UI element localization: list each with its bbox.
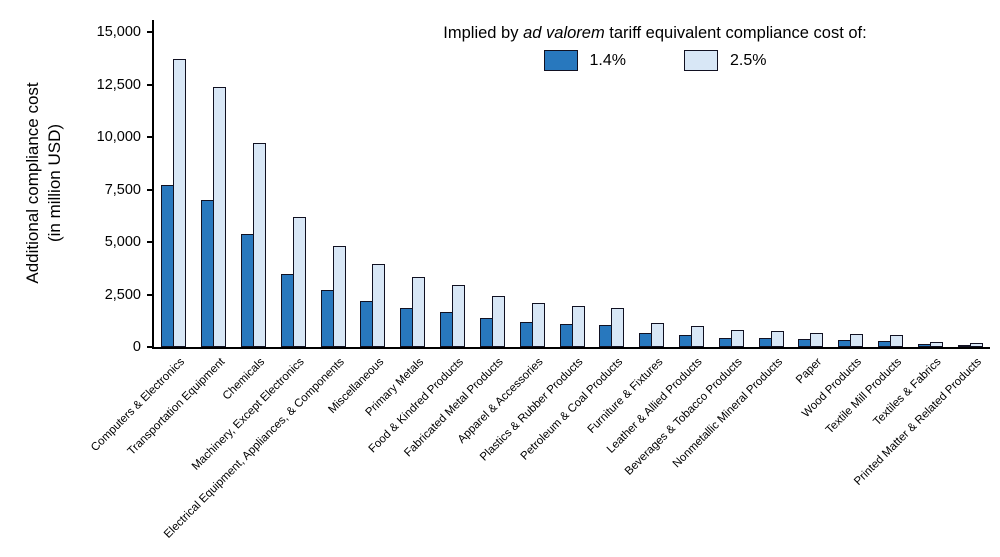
bar-2.5%	[571, 306, 585, 347]
legend-label: 2.5%	[730, 51, 767, 69]
legend-title: Implied by ad valorem tariff equivalent …	[443, 24, 866, 43]
bar-group: Wood Products	[800, 20, 871, 420]
bar-group: Computers & Electronics	[89, 20, 194, 454]
bar-2.5%	[173, 59, 187, 347]
bar-group: Textiles & Fabrics	[872, 20, 950, 428]
bar-2.5%	[332, 246, 346, 347]
y-tick-mark	[147, 83, 154, 86]
bar-2.5%	[690, 326, 704, 347]
y-tick-mark	[147, 136, 154, 138]
y-tick-label: 5,000	[104, 234, 141, 250]
bar-group: Furniture & Fixtures	[585, 20, 672, 436]
bar-group: Primary Metals	[364, 20, 433, 419]
bar-2.5%	[491, 295, 505, 347]
y-tick-mark	[147, 188, 154, 191]
y-tick-mark	[147, 31, 154, 33]
legend: Implied by ad valorem tariff equivalent …	[340, 24, 970, 71]
bar-group: Miscellaneous	[326, 20, 393, 416]
bar-2.5%	[730, 330, 744, 347]
legend-title-italic: ad valorem	[523, 24, 605, 42]
y-tick-label: 2,500	[104, 286, 141, 303]
y-tick-label: 15,000	[96, 24, 141, 40]
bar-2.5%	[372, 264, 386, 347]
plot-area: Computers & Electronics Transportation Eq…	[89, 20, 990, 541]
bar-2.5%	[611, 308, 625, 347]
y-tick-mark	[147, 346, 154, 348]
x-axis-label: Textile Mill Products	[823, 356, 905, 437]
bar-group: Plastics & Rubber Products	[478, 20, 592, 463]
bar-2.5%	[253, 143, 267, 347]
bar-group: Textile Mill Products	[824, 20, 911, 436]
bar-group: Fabricated Metal Products	[402, 20, 513, 459]
legend-title-prefix: Implied by	[443, 24, 524, 42]
bar-group: Food & Kindred Products	[367, 20, 473, 455]
bar-2.5%	[651, 322, 665, 347]
bar-2.5%	[810, 332, 824, 347]
bar-2.5%	[929, 341, 943, 347]
bar-group: Leather & Allied Products	[605, 20, 712, 456]
bar-group: Chemicals	[221, 20, 274, 402]
y-tick-mark	[147, 293, 154, 296]
y-axis-title: Additional compliance cost (in million U…	[22, 82, 66, 283]
bar-2.5%	[770, 331, 784, 347]
bar-2.5%	[452, 285, 466, 347]
legend-swatch	[684, 50, 718, 71]
bar-group: Machinery, Except Electronics	[190, 20, 313, 473]
legend-item: 1.4%	[543, 50, 626, 71]
y-tick-mark	[147, 241, 154, 243]
legend-swatch	[543, 50, 578, 71]
x-axis-label: Paper	[794, 356, 825, 387]
bar-group: Paper	[791, 20, 831, 386]
bar-group: Petroleum & Coal Products	[519, 20, 632, 463]
bar-2.5%	[969, 343, 983, 347]
bar-2.5%	[412, 276, 426, 347]
x-axis-label: Textiles & Fabrics	[871, 356, 944, 429]
legend-item: 2.5%	[684, 50, 766, 71]
y-tick-label: 0	[132, 339, 141, 355]
y-tick-label: 12,500	[96, 76, 141, 93]
bar-2.5%	[292, 216, 306, 347]
y-tick-label: 7,500	[104, 181, 141, 198]
bar-group: Beverages & Tobacco Products	[623, 20, 751, 478]
y-tick-label: 10,000	[96, 129, 141, 145]
bar-group: Printed Matter & Related Products	[852, 20, 990, 488]
bar-group: Transportation Equipment	[125, 20, 234, 458]
bar-2.5%	[890, 335, 904, 347]
bars-layer: Computers & Electronics Transportation Eq…	[89, 20, 990, 541]
legend-items: 1.4% 2.5%	[543, 50, 766, 71]
bar-2.5%	[531, 302, 545, 347]
bar-group: Electrical Equipment, Appliances, & Comp…	[162, 20, 353, 541]
bar-group: Apparel & Accessories	[456, 20, 552, 446]
y-axis-title-line2: (in million USD)	[45, 123, 64, 243]
bar-2.5%	[850, 333, 864, 347]
y-axis-title-line1: Additional compliance cost	[22, 82, 42, 284]
bar-2.5%	[213, 86, 227, 347]
x-axis-label: Furniture & Fixtures	[585, 356, 666, 436]
bar-group: Nonmetallic Mineral Products	[670, 20, 791, 470]
legend-title-suffix: tariff equivalent compliance cost of:	[604, 24, 867, 42]
legend-label: 1.4%	[589, 51, 626, 69]
